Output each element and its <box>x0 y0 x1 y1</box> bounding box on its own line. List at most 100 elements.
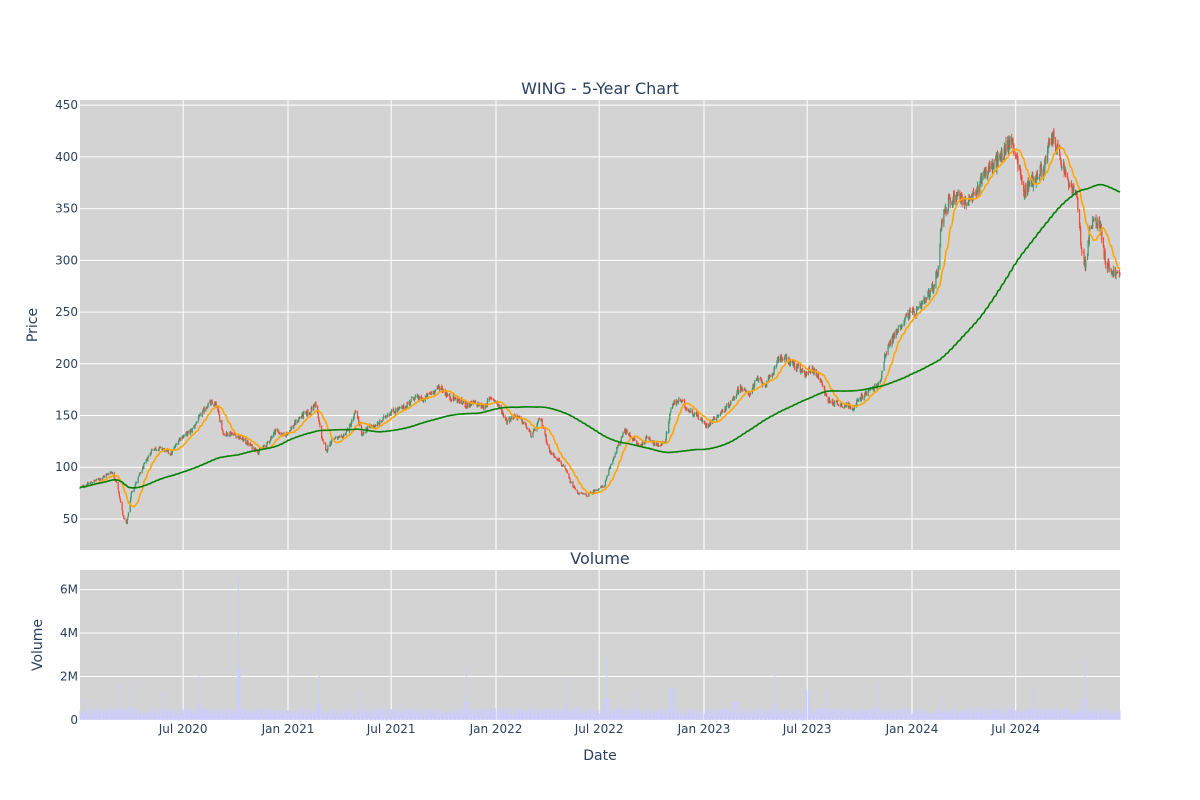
volume-bar <box>420 707 422 720</box>
volume-bar <box>390 709 392 720</box>
volume-bar <box>740 708 742 720</box>
volume-bar <box>265 707 267 720</box>
volume-bar <box>209 712 211 720</box>
volume-bar <box>271 709 273 720</box>
volume-bar <box>237 576 239 720</box>
volume-bar <box>788 713 790 720</box>
volume-bar <box>616 710 618 720</box>
candle-body <box>325 443 327 451</box>
volume-bar <box>326 714 328 720</box>
volume-bar <box>1072 713 1074 720</box>
candle-body <box>765 386 767 388</box>
candle-body <box>178 439 180 442</box>
candle-body <box>444 390 446 396</box>
volume-bar <box>604 697 606 720</box>
volume-bar <box>126 707 128 720</box>
volume-bar <box>892 709 894 720</box>
candle-body <box>1023 183 1025 192</box>
volume-bar <box>780 713 782 720</box>
volume-bar <box>608 712 610 720</box>
volume-bar <box>815 711 817 720</box>
candle-body <box>812 367 814 370</box>
candle-body <box>119 496 121 500</box>
volume-bar <box>865 711 867 720</box>
candle-body <box>864 393 866 395</box>
volume-bar <box>576 708 578 720</box>
candle-body <box>885 354 887 356</box>
candle-body <box>562 465 564 467</box>
volume-bar <box>211 711 213 720</box>
volume-bar <box>333 707 335 720</box>
candle-body <box>960 193 962 201</box>
volume-bar <box>765 713 767 720</box>
candle-body <box>245 443 247 445</box>
volume-bar <box>1108 708 1110 720</box>
candle-body <box>760 379 763 382</box>
volume-bar <box>235 712 237 720</box>
volume-bar <box>749 711 751 720</box>
volume-bar <box>694 707 696 720</box>
volume-bar <box>735 701 737 720</box>
volume-bar <box>95 710 97 720</box>
volume-bar <box>205 710 207 720</box>
candle-body <box>533 430 535 433</box>
volume-bar <box>590 709 592 720</box>
volume-bar <box>788 708 790 720</box>
volume-bar <box>720 710 722 720</box>
volume-bar <box>258 709 260 720</box>
candle-body <box>804 376 807 378</box>
candle-body <box>219 415 221 422</box>
volume-bar <box>786 707 788 720</box>
volume-bar <box>697 708 699 720</box>
volume-bar <box>733 701 735 720</box>
candle-body <box>917 308 919 310</box>
candle-body <box>149 453 151 457</box>
volume-bar <box>239 669 241 720</box>
candle-body <box>122 510 124 515</box>
volume-bar <box>253 712 255 720</box>
candle-body <box>409 401 412 405</box>
volume-bar <box>222 712 224 720</box>
volume-bar <box>1035 708 1037 720</box>
candle-body <box>362 431 364 435</box>
volume-bar <box>981 711 983 720</box>
volume-bar <box>158 713 160 720</box>
volume-bar <box>828 707 830 720</box>
volume-bar <box>931 714 933 720</box>
volume-bar <box>449 714 451 720</box>
volume-bar <box>666 714 668 720</box>
candle-body <box>1044 159 1046 172</box>
volume-bar <box>863 710 865 720</box>
volume-bar <box>501 711 503 720</box>
volume-bar <box>238 669 240 720</box>
candle-body <box>692 410 694 416</box>
volume-bar <box>375 709 377 720</box>
volume-bar <box>151 708 153 720</box>
candle-body <box>359 423 361 426</box>
candle-body <box>1072 188 1074 194</box>
volume-bar <box>672 688 674 720</box>
volume-bar <box>628 714 630 720</box>
volume-bar <box>494 712 496 720</box>
candle-body <box>537 420 539 423</box>
volume-bar <box>693 713 695 720</box>
volume-bar <box>929 714 931 720</box>
volume-bar <box>810 708 812 720</box>
volume-bar <box>367 714 369 720</box>
candle-body <box>861 394 863 397</box>
candle-body <box>907 313 910 319</box>
volume-bar <box>460 708 462 720</box>
candle-body <box>909 309 911 318</box>
candle-body <box>174 446 176 448</box>
volume-bar <box>673 707 675 720</box>
candle-body <box>728 406 730 408</box>
volume-bar <box>415 713 417 720</box>
candle-body <box>987 175 989 178</box>
candle-body <box>311 407 313 411</box>
volume-bar <box>856 712 858 720</box>
volume-bar <box>382 712 384 720</box>
volume-bar <box>509 710 511 720</box>
candle-body <box>666 433 668 435</box>
volume-bar <box>676 713 678 720</box>
